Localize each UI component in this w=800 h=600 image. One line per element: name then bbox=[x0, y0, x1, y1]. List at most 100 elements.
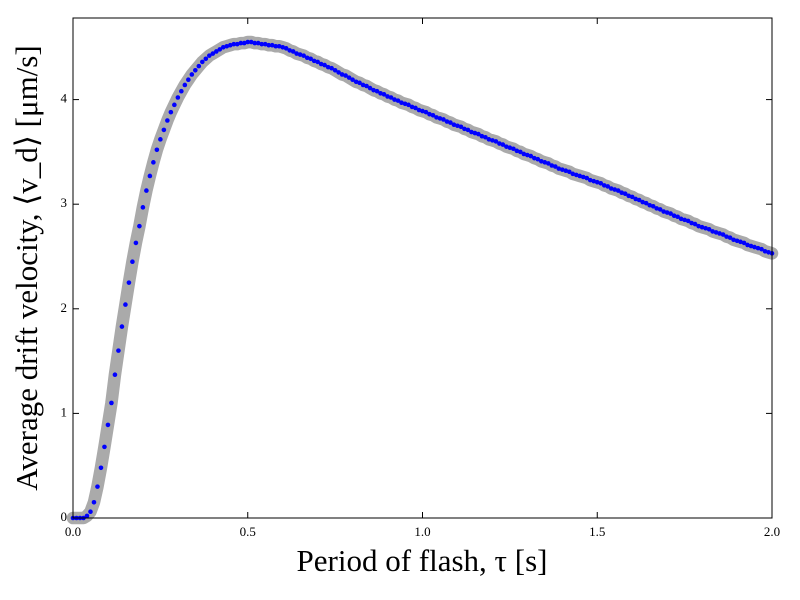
data-point bbox=[213, 49, 219, 54]
data-point bbox=[521, 151, 527, 157]
data-point bbox=[451, 122, 457, 127]
data-point bbox=[374, 88, 380, 94]
data-point bbox=[220, 44, 226, 50]
data-point bbox=[304, 55, 310, 61]
data-point bbox=[154, 147, 160, 153]
data-point bbox=[179, 88, 184, 94]
data-point bbox=[381, 92, 387, 97]
data-point bbox=[172, 102, 177, 108]
data-point bbox=[741, 240, 747, 246]
x-tick-label: 2.0 bbox=[764, 524, 780, 539]
data-point bbox=[371, 87, 376, 93]
data-point bbox=[343, 73, 348, 78]
data-point bbox=[158, 137, 163, 142]
y-tick-label: 0 bbox=[61, 509, 68, 524]
data-point bbox=[622, 191, 628, 197]
data-point bbox=[654, 206, 659, 211]
data-point bbox=[144, 188, 149, 193]
data-point bbox=[126, 280, 132, 285]
data-point bbox=[165, 118, 170, 123]
data-point bbox=[325, 64, 331, 70]
data-point bbox=[378, 91, 383, 96]
data-point bbox=[657, 207, 663, 212]
data-point bbox=[699, 224, 705, 230]
data-point bbox=[84, 513, 90, 519]
data-point bbox=[535, 156, 541, 162]
data-point bbox=[109, 400, 114, 406]
y-tick-label: 2 bbox=[61, 300, 68, 315]
data-point bbox=[661, 209, 666, 214]
data-point bbox=[629, 194, 635, 200]
data-point bbox=[514, 148, 520, 154]
data-point bbox=[664, 210, 670, 215]
data-point bbox=[455, 123, 460, 129]
x-tick-label: 0.0 bbox=[65, 524, 81, 539]
data-point bbox=[546, 161, 551, 166]
data-point bbox=[504, 144, 509, 149]
data-point bbox=[360, 82, 366, 88]
data-point bbox=[752, 244, 757, 250]
data-point bbox=[339, 72, 345, 77]
data-point bbox=[388, 95, 394, 100]
data-point bbox=[336, 70, 341, 75]
data-point bbox=[207, 53, 212, 58]
data-point bbox=[420, 108, 425, 114]
data-point bbox=[392, 97, 397, 102]
data-point bbox=[262, 41, 268, 47]
y-tick-label: 4 bbox=[61, 91, 68, 106]
data-point bbox=[395, 98, 401, 103]
data-point bbox=[269, 42, 275, 48]
x-tick-label: 1.0 bbox=[414, 524, 430, 539]
data-point bbox=[713, 230, 719, 235]
data-point bbox=[140, 205, 146, 210]
data-point bbox=[200, 59, 205, 65]
data-point bbox=[255, 40, 261, 46]
data-point bbox=[95, 484, 100, 489]
data-point bbox=[703, 225, 708, 231]
data-point bbox=[748, 243, 754, 249]
data-point bbox=[189, 72, 195, 77]
data-point bbox=[738, 239, 743, 245]
data-point bbox=[123, 302, 128, 307]
data-point bbox=[556, 166, 562, 171]
data-point bbox=[441, 117, 446, 122]
data-point bbox=[350, 77, 355, 83]
data-point bbox=[287, 48, 292, 53]
data-point bbox=[636, 197, 642, 203]
data-point bbox=[98, 465, 104, 471]
x-tick-label: 1.5 bbox=[589, 524, 605, 539]
data-point bbox=[647, 202, 652, 208]
data-point bbox=[497, 141, 502, 146]
data-point bbox=[500, 142, 506, 147]
data-point bbox=[570, 171, 576, 177]
data-point bbox=[511, 146, 516, 152]
data-point bbox=[112, 372, 118, 377]
data-point bbox=[137, 223, 142, 229]
data-point bbox=[734, 238, 740, 244]
data-point bbox=[430, 112, 436, 118]
data-point bbox=[217, 47, 223, 52]
data-point bbox=[329, 65, 334, 71]
data-point bbox=[276, 43, 282, 49]
data-point bbox=[462, 126, 467, 132]
data-point bbox=[650, 203, 656, 209]
data-point bbox=[591, 178, 597, 184]
x-axis-label: Period of flash, τ [s] bbox=[297, 543, 548, 578]
data-point bbox=[577, 173, 583, 179]
data-point bbox=[241, 40, 247, 46]
data-point bbox=[560, 167, 565, 172]
data-point bbox=[465, 127, 471, 133]
data-point bbox=[762, 248, 768, 254]
data-point bbox=[542, 160, 548, 165]
data-point bbox=[409, 104, 415, 110]
data-point bbox=[444, 119, 450, 124]
data-point bbox=[322, 62, 327, 68]
data-point bbox=[318, 61, 324, 67]
data-point bbox=[297, 52, 303, 57]
data-point bbox=[601, 183, 607, 188]
data-point bbox=[612, 187, 618, 192]
y-axis-label: Average drift velocity, ⟨v_d⟩ [μm/s] bbox=[9, 45, 44, 490]
data-point bbox=[175, 95, 181, 100]
